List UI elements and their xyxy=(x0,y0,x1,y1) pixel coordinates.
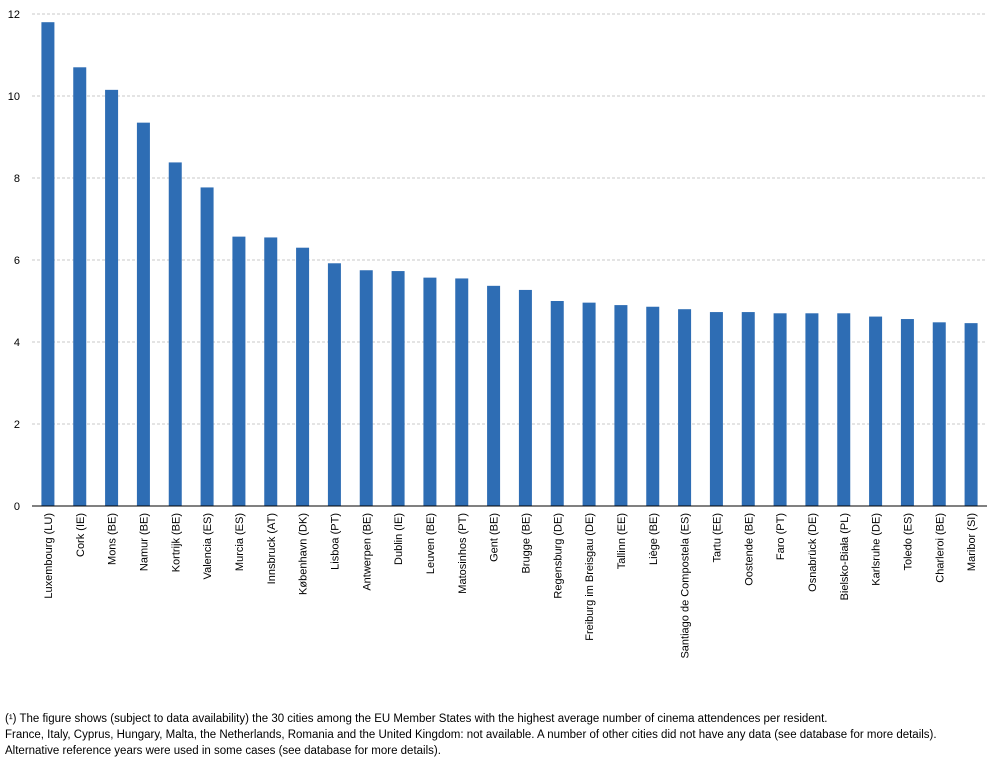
bar xyxy=(900,319,914,506)
bar xyxy=(136,122,150,507)
chart-svg: 0 2 4 6 8 10 12 Luxembourg (LU) Cork (IE) Mons (… xyxy=(8,9,987,659)
bar xyxy=(296,247,310,506)
y-tick-label: 8 xyxy=(14,173,20,185)
gridlines xyxy=(32,13,987,425)
bar xyxy=(105,89,119,506)
bar xyxy=(869,316,883,506)
bar xyxy=(646,306,660,506)
bar-chart: 0 2 4 6 8 10 12 Luxembourg (LU) Cork (IE) Mons (… xyxy=(8,9,987,659)
x-axis-labels: Luxembourg (LU) Cork (IE) Mons (BE) Namur (… xyxy=(43,513,978,659)
y-axis-ticks: 0 2 4 6 8 10 12 xyxy=(8,9,20,513)
bar xyxy=(327,263,341,506)
bar xyxy=(200,187,214,506)
x-tick-label: Bielsko-Biała (PL) xyxy=(839,513,851,600)
y-tick-label: 0 xyxy=(14,501,20,513)
y-tick-label: 4 xyxy=(14,337,20,349)
x-tick-label: Cork (IE) xyxy=(75,513,87,557)
bar xyxy=(391,271,405,506)
bar xyxy=(550,301,564,506)
footnote: (¹) The figure shows (subject to data av… xyxy=(5,711,940,759)
x-tick-label: Regensburg (DE) xyxy=(552,513,564,599)
x-tick-label: Murcia (ES) xyxy=(234,513,246,571)
bar xyxy=(168,162,182,507)
x-tick-label: Maribor (SI) xyxy=(966,513,978,571)
bar xyxy=(709,312,723,506)
bar xyxy=(518,289,532,506)
x-tick-label: Osnabrück (DE) xyxy=(807,513,819,592)
x-tick-label: Kortrijk (BE) xyxy=(170,513,182,572)
x-tick-label: Tallinn (EE) xyxy=(616,513,628,569)
bar xyxy=(423,277,437,506)
x-tick-label: Valencia (ES) xyxy=(202,513,214,579)
bar xyxy=(359,270,373,506)
bar xyxy=(741,312,755,506)
x-tick-label: Mons (BE) xyxy=(107,513,119,565)
bar xyxy=(73,67,87,507)
x-tick-label: Tartu (EE) xyxy=(711,513,723,563)
bar xyxy=(582,302,596,506)
x-tick-label: Innsbruck (AT) xyxy=(266,513,278,584)
bar xyxy=(932,322,946,506)
x-tick-label: Karlsruhe (DE) xyxy=(871,513,883,586)
y-tick-label: 2 xyxy=(14,419,20,431)
x-tick-label: Matosinhos (PT) xyxy=(457,513,469,594)
x-tick-label: Faro (PT) xyxy=(775,513,787,560)
x-tick-label: Charleroi (BE) xyxy=(934,513,946,583)
x-tick-label: Freiburg im Breisgau (DE) xyxy=(584,513,596,641)
bars xyxy=(41,22,978,507)
x-tick-label: Santiago de Compostela (ES) xyxy=(680,513,692,659)
x-tick-label: Lisboa (PT) xyxy=(329,513,341,570)
bar xyxy=(773,313,787,506)
x-tick-label: Oostende (BE) xyxy=(743,513,755,586)
bar xyxy=(837,313,851,506)
bar xyxy=(805,313,819,506)
bar xyxy=(614,305,628,506)
x-tick-label: Liège (BE) xyxy=(648,513,660,565)
bar xyxy=(487,285,501,506)
bar xyxy=(964,323,978,506)
footnote-line-1: (¹) The figure shows (subject to data av… xyxy=(5,713,828,725)
bar xyxy=(678,309,692,506)
bar xyxy=(232,236,246,506)
x-tick-label: Brugge (BE) xyxy=(520,513,532,574)
x-tick-label: Namur (BE) xyxy=(138,513,150,571)
x-tick-label: Toledo (ES) xyxy=(902,513,914,570)
x-tick-label: Luxembourg (LU) xyxy=(43,513,55,599)
y-tick-label: 10 xyxy=(8,91,20,103)
y-tick-label: 12 xyxy=(8,9,20,21)
x-tick-label: Gent (BE) xyxy=(489,513,501,562)
x-tick-label: Antwerpen (BE) xyxy=(361,513,373,591)
x-tick-label: Leuven (BE) xyxy=(425,513,437,574)
x-tick-label: København (DK) xyxy=(298,513,310,595)
bar xyxy=(455,278,469,506)
footnote-line-2: France, Italy, Cyprus, Hungary, Malta, t… xyxy=(5,729,937,757)
x-tick-label: Dublin (IE) xyxy=(393,513,405,565)
bar xyxy=(264,237,278,506)
y-tick-label: 6 xyxy=(14,255,20,267)
bar xyxy=(41,22,55,506)
